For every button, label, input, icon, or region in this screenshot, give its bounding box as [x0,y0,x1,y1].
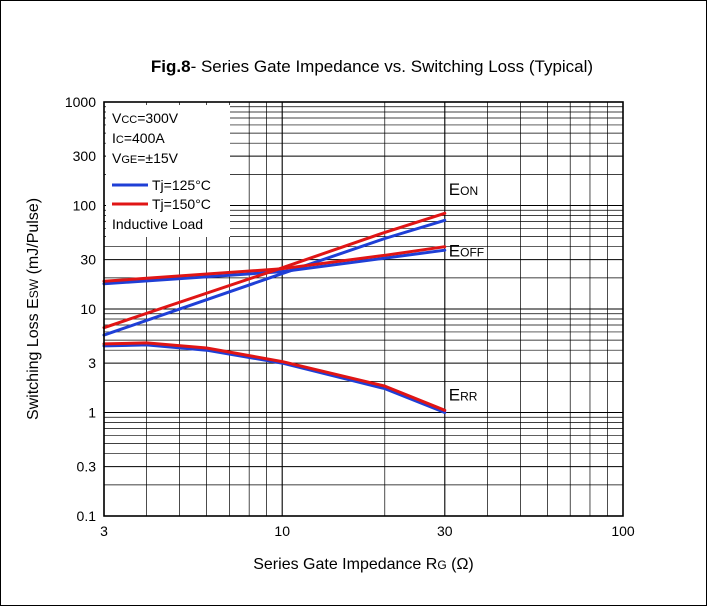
x-tick-label: 10 [274,523,290,539]
x-tick-label: 3 [100,523,108,539]
series-line-tj150-rr [102,341,447,412]
condition-text: VCC=300V [112,110,179,126]
y-tick-label: 30 [80,252,96,268]
y-tick-label: 1 [88,405,96,421]
curve-label-on: EON [449,180,478,199]
series-line-tj125-on [102,218,447,337]
curve-label-off: EOFF [449,242,484,261]
series-lines: EON EOFF ERR [102,180,484,414]
legend-box [106,105,230,237]
condition-text: VGE=±15V [112,150,179,166]
series-line-tj150-off [102,245,447,283]
condition-text: IC=400A [112,130,165,146]
y-tick-label: 100 [73,198,97,214]
legend-note: Inductive Load [112,216,203,232]
legend-label: Tj=150°C [152,196,211,212]
y-tick-label: 3 [88,355,96,371]
series-line-tj125-rr [102,343,447,414]
y-tick-label: 1000 [65,94,96,110]
axes: 0.1 0.3 1 3 10 30 100 300 1000 3 10 30 100 Series Gat… [25,94,635,573]
legend: VCC=300V IC=400A VGE=±15V Tj=125°C Tj=150°C I… [106,105,230,237]
series-line-tj150-on [102,211,447,330]
chart-title: Fig.8- Series Gate Impedance vs. Switchi… [151,57,593,76]
y-tick-label: 0.1 [77,508,97,524]
x-axis-label: Series Gate Impedance RG (Ω) [253,556,474,573]
x-tick-label: 100 [611,523,635,539]
series-line-tj125-off [102,248,447,286]
curve-label-rr: ERR [449,385,478,404]
y-tick-label: 10 [80,301,96,317]
plot-area-border [103,101,624,517]
y-tick-label: 0.3 [77,459,97,475]
x-tick-label: 30 [437,523,453,539]
y-tick-label: 300 [73,148,97,164]
y-axis-label: Switching Loss ESW (mJ/Pulse) [25,198,42,420]
legend-label: Tj=125°C [152,177,211,193]
